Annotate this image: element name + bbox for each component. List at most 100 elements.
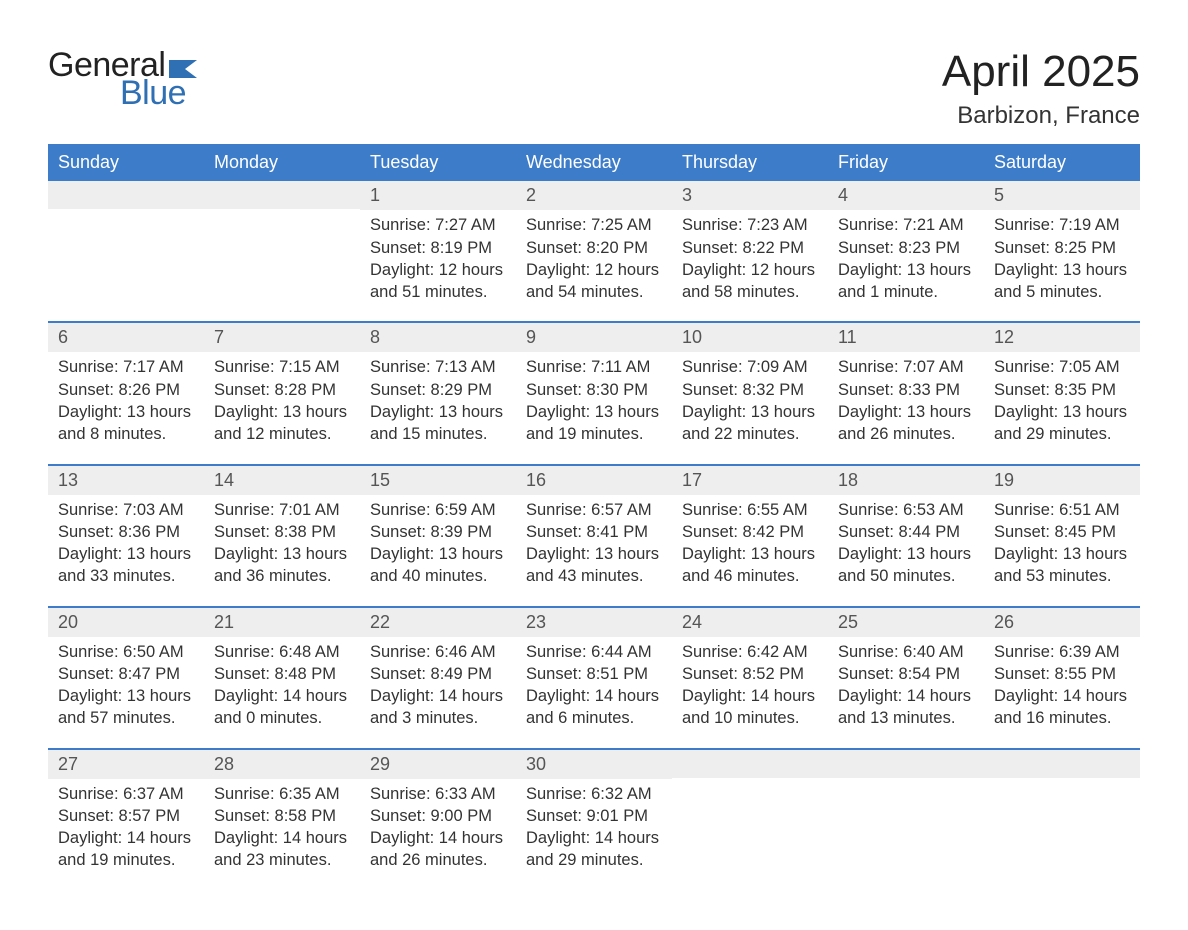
daylight2-text: and 57 minutes. [58, 707, 194, 729]
day-body: Sunrise: 6:48 AMSunset: 8:48 PMDaylight:… [204, 637, 360, 730]
calendar-page: General Blue April 2025 Barbizon, France… [0, 0, 1188, 930]
daylight1-text: Daylight: 12 hours [370, 259, 506, 281]
daylight2-text: and 26 minutes. [838, 423, 974, 445]
sunrise-text: Sunrise: 6:48 AM [214, 641, 350, 663]
sunset-text: Sunset: 8:58 PM [214, 805, 350, 827]
day-number: 12 [984, 323, 1140, 352]
sunset-text: Sunset: 8:49 PM [370, 663, 506, 685]
sunrise-text: Sunrise: 6:32 AM [526, 783, 662, 805]
day-body: Sunrise: 6:55 AMSunset: 8:42 PMDaylight:… [672, 495, 828, 588]
day-number: 19 [984, 466, 1140, 495]
daylight1-text: Daylight: 13 hours [838, 543, 974, 565]
sunrise-text: Sunrise: 7:21 AM [838, 214, 974, 236]
sunrise-text: Sunrise: 7:09 AM [682, 356, 818, 378]
daylight1-text: Daylight: 13 hours [214, 401, 350, 423]
daylight1-text: Daylight: 13 hours [58, 543, 194, 565]
day-number: 15 [360, 466, 516, 495]
day-cell: 12Sunrise: 7:05 AMSunset: 8:35 PMDayligh… [984, 323, 1140, 463]
day-number: 3 [672, 181, 828, 210]
sunrise-text: Sunrise: 7:05 AM [994, 356, 1130, 378]
weeks-container: 1Sunrise: 7:27 AMSunset: 8:19 PMDaylight… [48, 181, 1140, 889]
day-number: 2 [516, 181, 672, 210]
day-number: 29 [360, 750, 516, 779]
day-cell: 3Sunrise: 7:23 AMSunset: 8:22 PMDaylight… [672, 181, 828, 321]
day-number: 27 [48, 750, 204, 779]
day-cell: 25Sunrise: 6:40 AMSunset: 8:54 PMDayligh… [828, 608, 984, 748]
week-row: 6Sunrise: 7:17 AMSunset: 8:26 PMDaylight… [48, 321, 1140, 463]
day-cell: 7Sunrise: 7:15 AMSunset: 8:28 PMDaylight… [204, 323, 360, 463]
day-number: 1 [360, 181, 516, 210]
daylight2-text: and 43 minutes. [526, 565, 662, 587]
sunrise-text: Sunrise: 6:35 AM [214, 783, 350, 805]
sunset-text: Sunset: 8:54 PM [838, 663, 974, 685]
sunset-text: Sunset: 8:26 PM [58, 379, 194, 401]
daylight2-text: and 8 minutes. [58, 423, 194, 445]
daylight2-text: and 5 minutes. [994, 281, 1130, 303]
sunset-text: Sunset: 8:57 PM [58, 805, 194, 827]
daylight2-text: and 29 minutes. [526, 849, 662, 871]
sunrise-text: Sunrise: 6:51 AM [994, 499, 1130, 521]
daylight1-text: Daylight: 12 hours [682, 259, 818, 281]
daylight1-text: Daylight: 14 hours [370, 827, 506, 849]
day-cell: 9Sunrise: 7:11 AMSunset: 8:30 PMDaylight… [516, 323, 672, 463]
daylight2-text: and 40 minutes. [370, 565, 506, 587]
day-body: Sunrise: 6:57 AMSunset: 8:41 PMDaylight:… [516, 495, 672, 588]
sunset-text: Sunset: 8:29 PM [370, 379, 506, 401]
day-cell: 2Sunrise: 7:25 AMSunset: 8:20 PMDaylight… [516, 181, 672, 321]
daylight1-text: Daylight: 13 hours [682, 401, 818, 423]
sunset-text: Sunset: 8:33 PM [838, 379, 974, 401]
day-number: 8 [360, 323, 516, 352]
sunrise-text: Sunrise: 7:25 AM [526, 214, 662, 236]
sunset-text: Sunset: 8:32 PM [682, 379, 818, 401]
daylight1-text: Daylight: 13 hours [214, 543, 350, 565]
calendar-grid: Sunday Monday Tuesday Wednesday Thursday… [48, 144, 1140, 889]
sunset-text: Sunset: 8:36 PM [58, 521, 194, 543]
daylight1-text: Daylight: 14 hours [214, 827, 350, 849]
daylight2-text: and 12 minutes. [214, 423, 350, 445]
day-cell: 6Sunrise: 7:17 AMSunset: 8:26 PMDaylight… [48, 323, 204, 463]
daylight2-text: and 22 minutes. [682, 423, 818, 445]
header-row: General Blue April 2025 Barbizon, France [48, 48, 1140, 130]
daylight2-text: and 13 minutes. [838, 707, 974, 729]
weekday-thursday: Thursday [672, 144, 828, 181]
day-cell: 28Sunrise: 6:35 AMSunset: 8:58 PMDayligh… [204, 750, 360, 890]
day-body: Sunrise: 7:09 AMSunset: 8:32 PMDaylight:… [672, 352, 828, 445]
day-body: Sunrise: 6:46 AMSunset: 8:49 PMDaylight:… [360, 637, 516, 730]
day-cell [672, 750, 828, 890]
day-cell: 21Sunrise: 6:48 AMSunset: 8:48 PMDayligh… [204, 608, 360, 748]
daylight1-text: Daylight: 13 hours [370, 543, 506, 565]
day-cell: 16Sunrise: 6:57 AMSunset: 8:41 PMDayligh… [516, 466, 672, 606]
daylight2-text: and 19 minutes. [526, 423, 662, 445]
day-body: Sunrise: 6:44 AMSunset: 8:51 PMDaylight:… [516, 637, 672, 730]
day-cell: 20Sunrise: 6:50 AMSunset: 8:47 PMDayligh… [48, 608, 204, 748]
sunset-text: Sunset: 9:00 PM [370, 805, 506, 827]
daylight1-text: Daylight: 12 hours [526, 259, 662, 281]
sunset-text: Sunset: 8:22 PM [682, 237, 818, 259]
day-body: Sunrise: 7:05 AMSunset: 8:35 PMDaylight:… [984, 352, 1140, 445]
daylight1-text: Daylight: 14 hours [682, 685, 818, 707]
day-number: 30 [516, 750, 672, 779]
weekday-wednesday: Wednesday [516, 144, 672, 181]
sunrise-text: Sunrise: 7:19 AM [994, 214, 1130, 236]
day-cell: 27Sunrise: 6:37 AMSunset: 8:57 PMDayligh… [48, 750, 204, 890]
day-body: Sunrise: 6:42 AMSunset: 8:52 PMDaylight:… [672, 637, 828, 730]
sunset-text: Sunset: 8:52 PM [682, 663, 818, 685]
sunset-text: Sunset: 8:42 PM [682, 521, 818, 543]
daylight2-text: and 51 minutes. [370, 281, 506, 303]
day-number: 7 [204, 323, 360, 352]
sunrise-text: Sunrise: 7:01 AM [214, 499, 350, 521]
sunset-text: Sunset: 8:41 PM [526, 521, 662, 543]
day-body: Sunrise: 6:53 AMSunset: 8:44 PMDaylight:… [828, 495, 984, 588]
sunset-text: Sunset: 8:28 PM [214, 379, 350, 401]
day-number [984, 750, 1140, 778]
daylight1-text: Daylight: 14 hours [370, 685, 506, 707]
day-number: 22 [360, 608, 516, 637]
day-number: 11 [828, 323, 984, 352]
daylight1-text: Daylight: 13 hours [994, 401, 1130, 423]
day-number: 16 [516, 466, 672, 495]
daylight2-text: and 26 minutes. [370, 849, 506, 871]
day-cell: 17Sunrise: 6:55 AMSunset: 8:42 PMDayligh… [672, 466, 828, 606]
sunrise-text: Sunrise: 6:40 AM [838, 641, 974, 663]
sunrise-text: Sunrise: 6:53 AM [838, 499, 974, 521]
daylight2-text: and 6 minutes. [526, 707, 662, 729]
